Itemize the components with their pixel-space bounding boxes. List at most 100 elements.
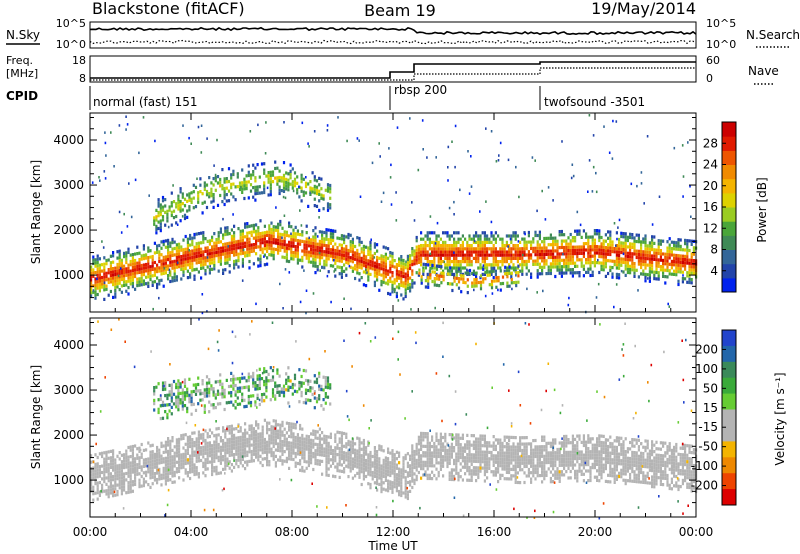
- power-cell: [138, 258, 141, 262]
- velocity-cell: [439, 442, 442, 446]
- power-cell: [116, 269, 119, 273]
- velocity-cell: [389, 473, 392, 478]
- power-cell: [468, 272, 471, 276]
- velocity-cell: [213, 434, 216, 438]
- power-cell: [356, 255, 359, 259]
- power-cell: [277, 222, 280, 226]
- power-cell: [282, 173, 286, 177]
- velocity-cell: [175, 454, 178, 458]
- power-cell: [206, 265, 209, 269]
- power-cell: [675, 273, 678, 277]
- power-cell: [536, 253, 539, 257]
- power-cell: [481, 260, 484, 264]
- power-cell: [367, 259, 370, 263]
- power-cell: [263, 263, 266, 267]
- power-cell: [321, 240, 324, 244]
- power-cell: [208, 252, 211, 256]
- power-cell: [545, 262, 548, 266]
- velocity-cell: [450, 474, 453, 478]
- velocity-cell: [175, 470, 178, 474]
- velocity-cell: [325, 470, 328, 474]
- power-cell: [127, 286, 130, 290]
- cpid-label: CPID: [6, 89, 38, 103]
- power-cell: [175, 214, 178, 219]
- power-cell: [556, 262, 559, 266]
- power-cell: [477, 234, 480, 238]
- power-noise-cell: [283, 214, 286, 217]
- power-cell: [193, 236, 196, 240]
- power-cell: [490, 234, 493, 238]
- velocity-cell: [398, 454, 401, 458]
- velocity-cell: [186, 461, 189, 465]
- power-cell: [578, 251, 581, 255]
- power-cell: [347, 252, 350, 256]
- power-cell: [178, 245, 181, 250]
- power-noise-cell: [158, 296, 160, 300]
- velocity-cell: [362, 474, 365, 478]
- velocity-cell: [378, 482, 381, 486]
- velocity-cell: [453, 446, 456, 450]
- power-cell: [125, 257, 128, 261]
- power-cell: [338, 265, 341, 269]
- power-cell: [479, 263, 482, 267]
- velocity-cell: [211, 431, 214, 435]
- power-cell: [567, 242, 570, 246]
- power-noise-cell: [611, 157, 614, 160]
- power-cell: [194, 185, 198, 189]
- power-cell: [589, 264, 592, 268]
- power-cell: [90, 291, 93, 295]
- power-cell: [618, 244, 621, 248]
- power-cell: [301, 249, 304, 253]
- power-cell: [637, 262, 640, 266]
- power-cell: [156, 263, 159, 267]
- velocity-cell: [455, 439, 458, 443]
- velocity-cell: [206, 448, 209, 452]
- power-cell: [246, 234, 249, 238]
- power-cell: [288, 259, 291, 264]
- velocity-cell: [369, 450, 372, 455]
- power-cell: [417, 244, 420, 248]
- power-cell: [289, 169, 292, 173]
- power-cell: [508, 244, 511, 248]
- power-cell: [664, 275, 667, 279]
- power-cell: [195, 258, 198, 262]
- velocity-cell: [431, 461, 434, 465]
- velocity-cell: [193, 469, 196, 473]
- power-cell: [633, 262, 636, 266]
- power-cell: [224, 252, 227, 256]
- velocity-cell: [248, 443, 251, 447]
- power-cell: [222, 268, 225, 272]
- power-cell: [684, 248, 687, 252]
- velocity-cell: [321, 437, 324, 441]
- power-cell: [316, 252, 319, 256]
- velocity-cell: [222, 442, 225, 446]
- velocity-cell: [136, 463, 139, 467]
- power-cell: [409, 257, 412, 261]
- velocity-cell: [391, 490, 394, 494]
- velocity-cell: [387, 466, 390, 470]
- power-noise-cell: [682, 195, 684, 198]
- velocity-cell: [312, 451, 315, 456]
- power-cell: [497, 253, 500, 257]
- power-cell: [217, 234, 220, 238]
- power-cell: [580, 235, 583, 239]
- power-cell: [629, 264, 632, 268]
- power-cell: [508, 284, 511, 288]
- power-cell: [114, 276, 117, 280]
- velocity-cell: [373, 455, 376, 459]
- power-cell: [373, 283, 376, 288]
- power-cell: [170, 204, 173, 208]
- nsearch-label: N.Search: [746, 28, 800, 42]
- velocity-cell: [439, 464, 442, 468]
- power-cell: [657, 239, 660, 243]
- power-cell: [159, 229, 162, 233]
- power-cell: [615, 247, 618, 251]
- power-cell: [255, 236, 258, 240]
- power-cell: [356, 271, 359, 275]
- velocity-cell: [266, 424, 269, 428]
- power-cell: [210, 200, 213, 204]
- power-cell: [162, 262, 165, 266]
- power-cell: [305, 256, 308, 260]
- y-tick-label: 2000: [53, 223, 84, 237]
- power-cell: [560, 239, 563, 243]
